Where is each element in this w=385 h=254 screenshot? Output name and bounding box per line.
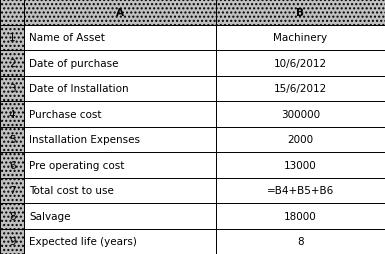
Text: 18000: 18000 (284, 211, 317, 221)
Bar (25, 152, 216, 178)
Bar (216, 51, 385, 76)
Text: 4: 4 (9, 109, 15, 119)
Bar (25, 229, 216, 254)
Bar (25, 0, 216, 25)
Text: 10/6/2012: 10/6/2012 (274, 58, 327, 69)
Bar (216, 127, 385, 152)
Text: 15/6/2012: 15/6/2012 (274, 84, 327, 94)
Text: Installation Expenses: Installation Expenses (29, 135, 140, 145)
Text: 6: 6 (9, 160, 15, 170)
Bar (25, 25, 216, 51)
Bar (216, 178, 385, 203)
Bar (0, 102, 25, 127)
Text: 300000: 300000 (281, 109, 320, 119)
Bar (0, 229, 25, 254)
Text: Purchase cost: Purchase cost (29, 109, 102, 119)
Bar (0, 0, 25, 25)
Bar (216, 102, 385, 127)
Text: 2: 2 (9, 58, 15, 69)
Text: 13000: 13000 (284, 160, 317, 170)
Bar (216, 25, 385, 51)
Text: Salvage: Salvage (29, 211, 70, 221)
Bar (216, 152, 385, 178)
Bar (25, 102, 216, 127)
Text: Machinery: Machinery (273, 33, 328, 43)
Bar (216, 0, 385, 25)
Text: =B4+B5+B6: =B4+B5+B6 (267, 185, 334, 196)
Text: Expected life (years): Expected life (years) (29, 236, 137, 246)
Bar (0, 76, 25, 102)
Text: Pre operating cost: Pre operating cost (29, 160, 124, 170)
Text: 3: 3 (9, 84, 15, 94)
Text: 9: 9 (9, 236, 15, 246)
Bar (0, 203, 25, 229)
Text: B: B (296, 8, 305, 18)
Bar (216, 203, 385, 229)
Text: 1: 1 (9, 33, 15, 43)
Text: Total cost to use: Total cost to use (29, 185, 114, 196)
Text: Date of purchase: Date of purchase (29, 58, 119, 69)
Text: 2000: 2000 (287, 135, 313, 145)
Bar (25, 76, 216, 102)
Bar (0, 178, 25, 203)
Text: 7: 7 (9, 185, 15, 196)
Bar (0, 25, 25, 51)
Bar (0, 127, 25, 152)
Bar (216, 229, 385, 254)
Text: 8: 8 (297, 236, 304, 246)
Bar (216, 76, 385, 102)
Bar (25, 127, 216, 152)
Text: 5: 5 (9, 135, 15, 145)
Text: 8: 8 (9, 211, 15, 221)
Bar (0, 51, 25, 76)
Bar (25, 203, 216, 229)
Text: Date of Installation: Date of Installation (29, 84, 129, 94)
Text: Name of Asset: Name of Asset (29, 33, 105, 43)
Text: A: A (116, 8, 124, 18)
Bar (25, 51, 216, 76)
Bar (25, 178, 216, 203)
Bar (0, 152, 25, 178)
